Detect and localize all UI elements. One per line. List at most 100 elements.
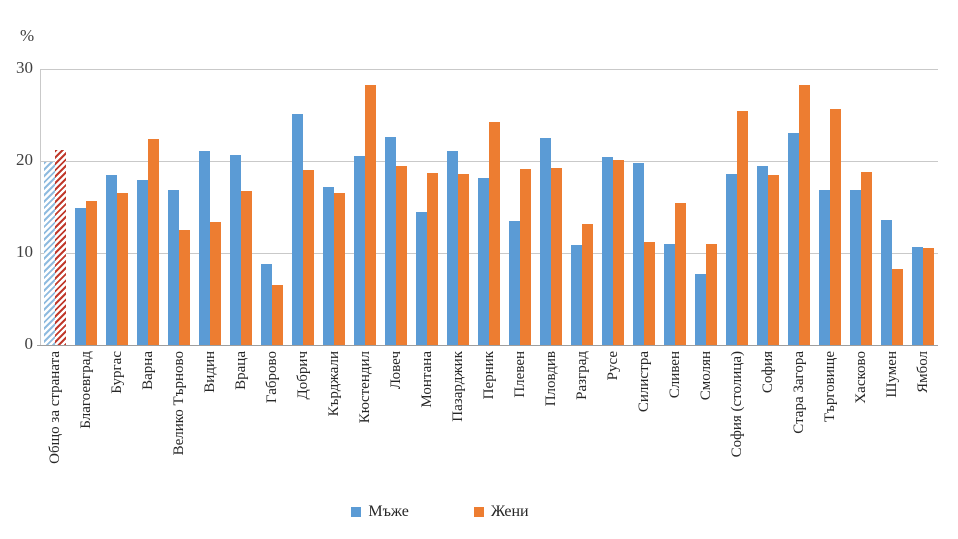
- x-axis-label: Велико Търново: [171, 351, 188, 456]
- x-axis-label: Ямбол: [914, 351, 931, 393]
- bar-women-10: [365, 84, 377, 345]
- bar-women-3: [148, 138, 160, 345]
- x-axis-label: Ловеч: [388, 351, 405, 390]
- x-axis-label: Кюстендил: [357, 351, 374, 424]
- bar-men-3: [137, 180, 149, 345]
- bar-women-18: [612, 160, 624, 345]
- x-axis-label: Силистра: [635, 351, 652, 413]
- bar-women-22: [736, 111, 748, 345]
- bar-men-6: [230, 154, 242, 345]
- bar-women-16: [550, 168, 562, 345]
- legend-label-men: Мъже: [368, 503, 409, 520]
- x-axis-label: Бургас: [109, 351, 126, 394]
- bar-men-2: [106, 174, 118, 345]
- bar-men-13: [447, 150, 459, 345]
- bar-men-20: [663, 243, 675, 345]
- bar-men-11: [385, 137, 397, 345]
- legend-item-men: Мъже: [351, 503, 409, 521]
- bar-women-6: [241, 191, 253, 345]
- bar-men-25: [818, 190, 830, 345]
- bar-men-12: [416, 211, 428, 345]
- bar-women-12: [427, 172, 439, 345]
- bar-men-9: [323, 186, 335, 345]
- bar-men-15: [508, 220, 520, 345]
- bar-men-24: [787, 133, 799, 345]
- bar-women-20: [674, 203, 686, 345]
- legend-label-women: Жени: [490, 503, 529, 520]
- x-axis-label: Общо за страната: [47, 351, 64, 464]
- bar-men-10: [354, 156, 366, 345]
- x-axis-label: Смолян: [697, 351, 714, 401]
- bar-men-8: [292, 114, 304, 345]
- x-axis-label: Търговище: [821, 351, 838, 423]
- women-color-swatch: [473, 507, 484, 517]
- bar-men-26: [849, 190, 861, 345]
- bar-women-25: [829, 108, 841, 345]
- bar-women-5: [210, 221, 222, 345]
- bar-women-28: [922, 248, 934, 345]
- bar-men-1: [75, 207, 87, 345]
- bar-men-22: [725, 173, 737, 345]
- x-axis-label: Пазарджик: [450, 351, 467, 422]
- x-axis-label: Русе: [604, 351, 621, 381]
- bar-men-17: [570, 244, 582, 345]
- bar-women-17: [581, 223, 593, 345]
- y-axis-unit-label: %: [20, 26, 35, 45]
- bar-men-27: [880, 219, 892, 345]
- bar-women-11: [396, 165, 408, 345]
- x-axis-label: Хасково: [852, 351, 869, 404]
- legend: Мъже Жени: [0, 503, 880, 521]
- bar-women-1: [86, 201, 98, 345]
- x-axis-label: Кърджали: [326, 351, 343, 417]
- y-tick-label: 20: [16, 150, 33, 169]
- x-axis-label: Плевен: [511, 351, 528, 398]
- x-axis-label: Монтана: [419, 351, 436, 408]
- bar-women-27: [891, 268, 903, 345]
- bar-women-4: [179, 230, 191, 345]
- gridline-30: [40, 69, 938, 70]
- bar-women-23: [767, 174, 779, 345]
- y-axis-line: [40, 69, 41, 345]
- bar-women-15: [519, 169, 531, 345]
- x-axis-label: Пловдив: [542, 351, 559, 407]
- men-color-swatch: [351, 507, 362, 517]
- bar-women-9: [334, 193, 346, 345]
- bar-women-19: [643, 241, 655, 345]
- x-axis-label: Стара Загора: [790, 351, 807, 434]
- bar-women-8: [303, 170, 315, 345]
- x-axis-label: София (столица): [728, 351, 745, 458]
- bar-men-18: [601, 157, 613, 345]
- y-tick-label: 10: [16, 242, 33, 261]
- x-axis-line: [37, 345, 938, 346]
- x-axis-label: Шумен: [883, 351, 900, 398]
- bar-women-24: [798, 84, 810, 345]
- x-axis-label: Видин: [202, 351, 219, 393]
- bar-women-13: [458, 173, 470, 345]
- bar-women-2: [117, 193, 129, 345]
- bar-men-7: [261, 264, 273, 345]
- bar-women-7: [272, 285, 284, 345]
- bar-men-28: [911, 246, 923, 345]
- x-axis-label: Габрово: [264, 351, 281, 404]
- bar-women-26: [860, 172, 872, 345]
- x-axis-label: Благоевград: [78, 351, 95, 429]
- x-axis-label: София: [759, 351, 776, 394]
- legend-item-women: Жени: [473, 503, 529, 521]
- bar-men-21: [694, 274, 706, 345]
- y-tick-label: 30: [16, 58, 33, 77]
- bar-men-0: [44, 161, 56, 345]
- bar-women-0: [55, 149, 67, 345]
- bar-men-16: [539, 138, 551, 345]
- x-axis-label: Сливен: [666, 351, 683, 399]
- bar-women-14: [489, 122, 500, 345]
- y-tick-label: 0: [24, 334, 34, 353]
- x-axis-label: Разград: [573, 351, 590, 400]
- bar-men-19: [632, 162, 644, 345]
- x-axis-label: Враца: [233, 351, 250, 390]
- x-axis-label: Варна: [140, 351, 157, 390]
- bar-women-21: [705, 243, 717, 345]
- x-axis-label: Перник: [481, 351, 497, 400]
- bar-men-4: [168, 189, 180, 345]
- x-axis-label: Добрич: [295, 351, 312, 400]
